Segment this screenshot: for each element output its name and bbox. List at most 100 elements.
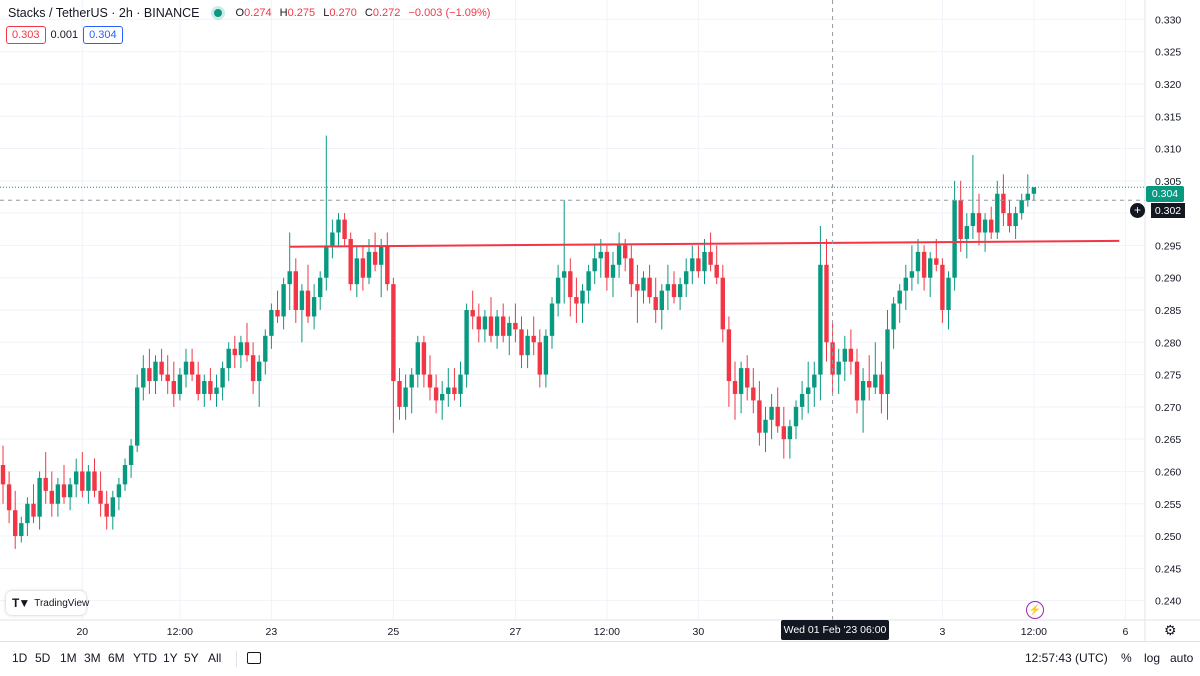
candle-body (989, 219, 994, 233)
price-chart[interactable]: 0.240 0.245 0.250 0.255 0.260 0.265 0.270 0.275… (0, 0, 1200, 641)
calendar-icon[interactable] (247, 652, 261, 664)
candle-body (61, 484, 67, 498)
candle-body (177, 374, 183, 394)
candle-body (324, 245, 329, 278)
candle-body (110, 497, 115, 517)
symbol-title[interactable]: Stacks / TetherUS · 2h · BINANCE (8, 6, 200, 20)
candle-body (873, 374, 878, 388)
close-label: C (364, 7, 373, 19)
candle-body (793, 406, 799, 427)
toolbar-divider (236, 651, 237, 667)
timeframe-all[interactable]: All (208, 651, 222, 665)
log-scale-button[interactable]: log (1144, 651, 1161, 665)
candle-body (67, 484, 73, 498)
candle-body (433, 387, 439, 401)
candle-body (409, 374, 414, 388)
candle-body (623, 245, 628, 259)
candle-body (543, 335, 549, 375)
candle-body (854, 361, 860, 401)
tradingview-logo-text: TradingView (34, 597, 90, 609)
candle-body (299, 290, 305, 310)
timeframe-1y[interactable]: 1Y (163, 651, 178, 665)
timeframe-1d[interactable]: 1D (12, 651, 28, 665)
candle-body (513, 322, 518, 330)
candle-body (1013, 213, 1018, 227)
candle-body (574, 297, 579, 304)
gear-icon[interactable]: ⚙ (1164, 622, 1177, 638)
candle-body (476, 316, 481, 330)
candle-body (385, 245, 390, 285)
candle-body (745, 368, 750, 388)
candle-body (19, 523, 24, 537)
candle-body (921, 251, 927, 278)
candle-body (196, 374, 201, 394)
candle-body (616, 245, 622, 265)
candle-body (818, 264, 823, 375)
lightning-icon[interactable]: ⚡ (1026, 601, 1044, 619)
timeframe-ytd[interactable]: YTD (133, 651, 157, 665)
candle-body (928, 258, 933, 278)
sell-button[interactable]: 0.303 (6, 26, 46, 44)
candle-body (305, 290, 311, 317)
candle-body (671, 284, 677, 298)
candle-body (519, 329, 524, 356)
percent-scale-button[interactable]: % (1121, 651, 1132, 665)
utc-clock[interactable]: 12:57:43 (UTC) (1025, 651, 1108, 665)
candle-body (153, 361, 158, 382)
candle-body (720, 277, 725, 330)
candle-body (214, 387, 219, 394)
candle-body (122, 465, 128, 485)
price-tick-label: 0.255 (1155, 499, 1181, 511)
timeframe-3m[interactable]: 3M (84, 651, 101, 665)
candle-body (488, 316, 494, 336)
candle-body (403, 387, 408, 407)
add-alert-icon[interactable]: + (1130, 203, 1145, 218)
auto-scale-button[interactable]: auto (1170, 651, 1194, 665)
candle-body (909, 271, 915, 278)
candle-body (726, 329, 732, 382)
trend-line (289, 239, 1120, 248)
candle-body (592, 258, 597, 272)
candle-body (482, 316, 488, 330)
price-axis[interactable]: 0.240 0.245 0.250 0.255 0.260 0.265 0.270 0.275… (1144, 0, 1181, 641)
candle-body (13, 510, 18, 537)
time-axis[interactable]: 20 12:00 23 25 27 12:00 30 3 12:00 6 (0, 619, 1200, 638)
candle-body (787, 426, 793, 440)
time-tick-label: 12:00 (1021, 626, 1047, 638)
candle-body (830, 342, 835, 375)
candle-body (842, 348, 847, 362)
candle-body (232, 348, 237, 356)
timeframe-5d[interactable]: 5D (35, 651, 51, 665)
time-tick-label: 30 (693, 626, 705, 638)
candle-body (159, 361, 164, 375)
candle-body (25, 503, 30, 524)
timeframe-1m[interactable]: 1M (60, 651, 77, 665)
price-tick-label: 0.265 (1155, 434, 1181, 446)
trade-buttons: 0.303 0.001 0.304 (6, 26, 123, 44)
candle-body (257, 361, 262, 382)
candles (0, 135, 1037, 549)
candle-body (397, 381, 402, 407)
candle-body (427, 374, 433, 388)
buy-button[interactable]: 0.304 (83, 26, 123, 44)
candle-body (360, 258, 366, 278)
candle-body (220, 368, 225, 388)
candle-body (269, 310, 274, 336)
timeframe-5y[interactable]: 5Y (184, 651, 199, 665)
candle-body (330, 232, 335, 246)
candle-body (598, 251, 603, 259)
candle-body (31, 503, 36, 517)
timeframe-6m[interactable]: 6M (108, 651, 125, 665)
candle-body (604, 251, 610, 278)
last-price-label: 0.304 (1146, 186, 1184, 202)
candle-body (897, 290, 902, 304)
time-tick-label: 3 (939, 626, 945, 638)
candle-body (812, 374, 817, 388)
price-tick-label: 0.290 (1155, 273, 1181, 285)
candle-body (964, 226, 969, 239)
candle-body (891, 303, 896, 330)
candle-body (970, 213, 976, 227)
candle-body (336, 219, 341, 233)
candle-body (1019, 200, 1024, 214)
tradingview-logo[interactable]: T▼ TradingView (6, 591, 90, 615)
